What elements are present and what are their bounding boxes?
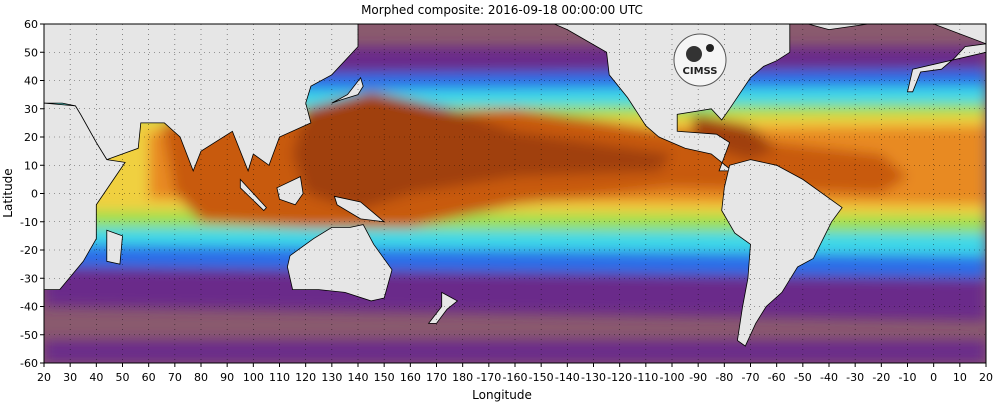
landmass-africa: [44, 102, 126, 290]
lon-tick-label: 100: [243, 371, 264, 384]
landmass-new-guinea: [333, 195, 386, 223]
lon-tick-label: -100: [660, 371, 685, 384]
lon-tick-label: 70: [168, 371, 182, 384]
lon-tick-label: 50: [116, 371, 130, 384]
lon-tick-label: -50: [794, 371, 812, 384]
lat-tick-label: -30: [20, 272, 38, 285]
lat-tick-label: 20: [24, 131, 38, 144]
lat-tick-label: 50: [24, 46, 38, 59]
deep-moisture-pacific: [292, 91, 672, 211]
lon-tick-label: 120: [295, 371, 316, 384]
lon-tick-label: -90: [689, 371, 707, 384]
lon-tick-label: -10: [899, 371, 917, 384]
lon-tick-label: 180: [452, 371, 473, 384]
lon-tick-label: 140: [348, 371, 369, 384]
landmass-borneo: [276, 176, 304, 206]
x-axis-label: Longitude: [472, 388, 532, 402]
lon-tick-label: 20: [979, 371, 993, 384]
lon-tick-label: -70: [742, 371, 760, 384]
landmass-south-america: [721, 159, 843, 347]
lon-tick-label: 170: [426, 371, 447, 384]
landmass-japan: [331, 76, 364, 104]
landmass-europe-edge: [645, 24, 986, 93]
lat-tick-label: -60: [20, 357, 38, 370]
landmass-madagascar: [106, 229, 123, 265]
lat-tick-label: -40: [20, 301, 38, 314]
lon-tick-label: 90: [220, 371, 234, 384]
lon-tick-label: -140: [555, 371, 580, 384]
lon-tick-label: 20: [37, 371, 51, 384]
lon-tick-label: -60: [768, 371, 786, 384]
lon-tick-label: 10: [953, 371, 967, 384]
lon-tick-label: 30: [63, 371, 77, 384]
lon-tick-label: -120: [607, 371, 632, 384]
lon-tick-label: -170: [476, 371, 501, 384]
lat-tick-label: 10: [24, 159, 38, 172]
lon-tick-label: 80: [194, 371, 208, 384]
lon-tick-label: -130: [581, 371, 606, 384]
lon-tick-label: 110: [269, 371, 290, 384]
lon-tick-label: 130: [321, 371, 342, 384]
latitude-ticks: 60 50 40 30 20 10 0 -10 -20 -30 -40 -50 -60: [20, 18, 44, 370]
lat-tick-label: 30: [24, 103, 38, 116]
lon-tick-label: -160: [503, 371, 528, 384]
lon-tick-label: 0: [930, 371, 937, 384]
lat-tick-label: -50: [20, 329, 38, 342]
lon-tick-label: 40: [89, 371, 103, 384]
lat-tick-label: 40: [24, 75, 38, 88]
lon-tick-label: -150: [529, 371, 554, 384]
graticule: [44, 24, 986, 363]
longitude-ticks: 20 30 40 50 60 70 80 90 100 110 120 130 140 150 160 170…: [37, 363, 993, 384]
logo-text: CIMSS: [683, 66, 718, 77]
lon-tick-label: -110: [633, 371, 658, 384]
lon-tick-label: -40: [820, 371, 838, 384]
lon-tick-label: -20: [872, 371, 890, 384]
landmass-australia: [286, 224, 393, 302]
cimss-logo: CIMSS: [673, 33, 727, 87]
lat-tick-label: -10: [20, 216, 38, 229]
lon-tick-label: 150: [374, 371, 395, 384]
lat-tick-label: 60: [24, 18, 38, 31]
lat-tick-label: -20: [20, 244, 38, 257]
lon-tick-label: -30: [846, 371, 864, 384]
lat-tick-label: 0: [31, 188, 38, 201]
lon-tick-label: 60: [142, 371, 156, 384]
purple-band-far-south: [44, 340, 986, 363]
lon-tick-label: 160: [400, 371, 421, 384]
lon-tick-label: -80: [715, 371, 733, 384]
landmass-new-zealand: [427, 291, 459, 324]
map-title: Morphed composite: 2016-09-18 00:00:00 U…: [361, 3, 643, 17]
